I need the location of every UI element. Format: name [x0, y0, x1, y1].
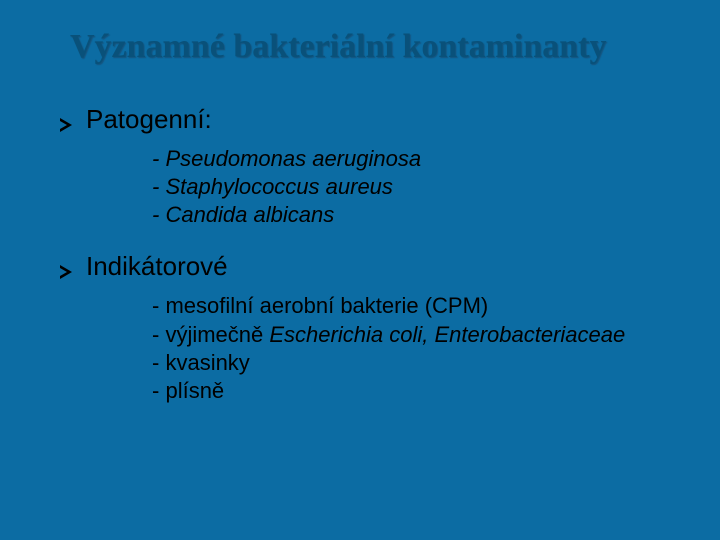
item-prefix: - — [152, 350, 165, 375]
item-prefix: - — [152, 174, 165, 199]
item-text: Candida albicans — [165, 202, 334, 227]
slide: Významné bakteriální kontaminanty Patoge… — [0, 0, 720, 540]
list-item: - Staphylococcus aureus — [152, 173, 680, 201]
item-prefix: - — [152, 322, 165, 347]
list-item: - Pseudomonas aeruginosa — [152, 145, 680, 173]
item-prefix: - — [152, 202, 165, 227]
list-item: - plísně — [152, 377, 680, 405]
bullet-row: Indikátorové — [60, 251, 680, 282]
list-item: - výjimečně Escherichia coli, Enterobact… — [152, 321, 680, 349]
sublist: - Pseudomonas aeruginosa - Staphylococcu… — [152, 145, 680, 229]
item-text: Staphylococcus aureus — [165, 174, 392, 199]
list-item: - kvasinky — [152, 349, 680, 377]
item-tail: Escherichia coli, Enterobacteriaceae — [269, 322, 625, 347]
item-text: Pseudomonas aeruginosa — [165, 146, 421, 171]
chevron-right-icon — [60, 118, 72, 132]
list-item: - mesofilní aerobní bakterie (CPM) — [152, 292, 680, 320]
item-prefix: - — [152, 146, 165, 171]
item-prefix: - — [152, 293, 165, 318]
sublist: - mesofilní aerobní bakterie (CPM) - výj… — [152, 292, 680, 405]
item-text: plísně — [165, 378, 224, 403]
section-label: Indikátorové — [86, 251, 228, 282]
item-text: výjimečně — [165, 322, 269, 347]
chevron-right-icon — [60, 265, 72, 279]
item-text: mesofilní aerobní bakterie (CPM) — [165, 293, 488, 318]
item-text: kvasinky — [165, 350, 249, 375]
bullet-row: Patogenní: — [60, 104, 680, 135]
slide-title: Významné bakteriální kontaminanty — [70, 28, 680, 66]
list-item: - Candida albicans — [152, 201, 680, 229]
section-label: Patogenní: — [86, 104, 212, 135]
item-prefix: - — [152, 378, 165, 403]
